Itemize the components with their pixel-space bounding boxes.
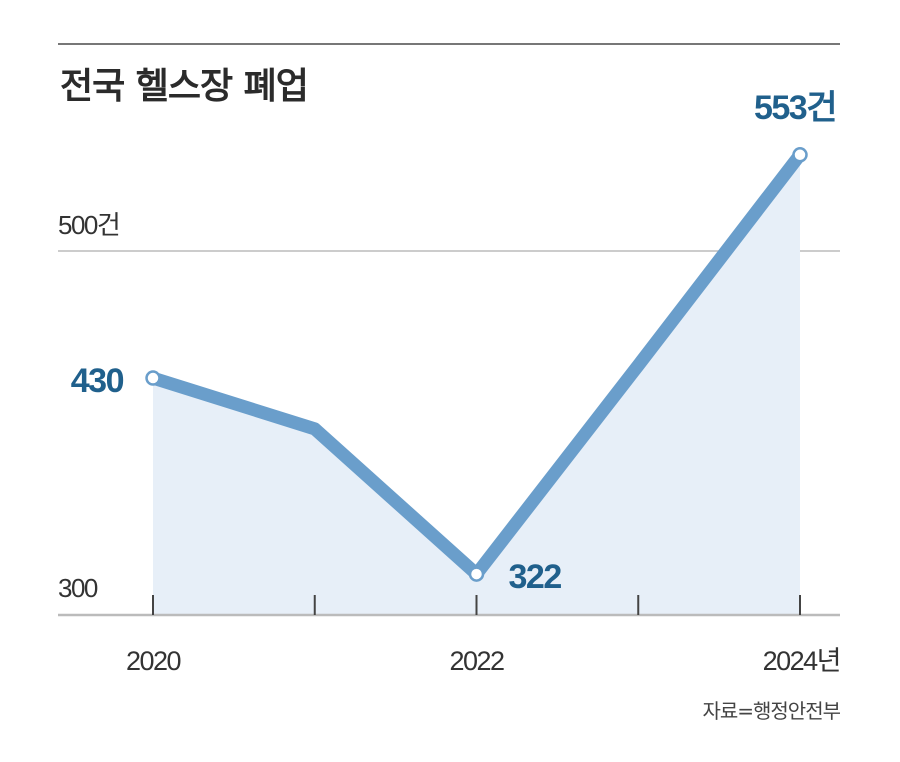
y-tick-label: 300 [58,573,98,603]
data-label: 553건 [754,89,836,127]
x-tick-label: 2024년 [763,646,840,676]
x-tick-label: 2020 [126,646,181,676]
data-point-marker [792,147,808,163]
data-label: 430 [71,362,124,400]
data-label: 322 [509,558,562,596]
source-note: 자료=행정안전부 [702,699,840,723]
area-fill [153,154,800,615]
chart-title: 전국 헬스장 폐업 [60,66,308,107]
y-tick-label: 500건 [58,210,119,240]
x-tick-label: 2022 [449,646,504,676]
data-point-marker [145,370,161,386]
data-point-marker [468,566,485,582]
